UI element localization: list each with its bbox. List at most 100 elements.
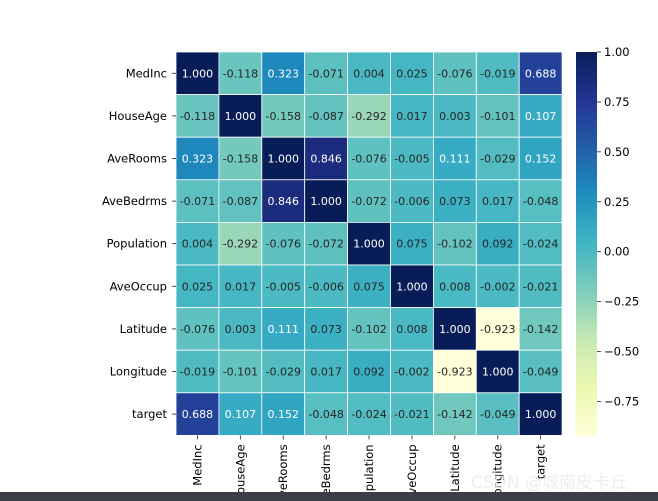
heatmap-cell [304, 264, 349, 308]
heatmap-cell-label: -0.002 [394, 366, 429, 379]
heatmap-cell [432, 349, 477, 394]
heatmap-cell [218, 307, 263, 351]
heatmap-cell [175, 349, 220, 394]
heatmap-cell [518, 179, 563, 223]
colorbar-gradient [576, 52, 597, 436]
col-label: HouseAge [233, 444, 247, 501]
row-label: AveBedrms [102, 194, 167, 208]
watermark-text: CSDN @城南皮卡丘 [471, 473, 627, 493]
colorbar-tick-label: −0.50 [604, 345, 639, 359]
heatmap-cell-label: 0.008 [396, 323, 428, 336]
heatmap-cell-label: -0.292 [351, 110, 386, 123]
heatmap-cell-label: 0.092 [353, 366, 385, 379]
row-label: HouseAge [109, 109, 167, 123]
heatmap-cell-label: -0.072 [351, 195, 386, 208]
heatmap-cell-label: -0.076 [351, 153, 386, 166]
heatmap-cell [261, 221, 306, 266]
heatmap-cell-label: 0.107 [225, 408, 257, 421]
heatmap-cell-label: -0.102 [437, 238, 472, 251]
heatmap-cell [175, 94, 220, 138]
heatmap-cell-label: -0.102 [351, 323, 386, 336]
heatmap-cell-label: 0.017 [396, 110, 428, 123]
heatmap-cell [390, 51, 434, 95]
heatmap-cell-label: -0.021 [523, 280, 558, 293]
heatmap-cell [261, 51, 306, 95]
heatmap-cell-label: -0.923 [437, 366, 472, 379]
colorbar-tick-label: 0.75 [604, 95, 630, 109]
heatmap-cell-label: 0.003 [439, 110, 471, 123]
row-label: Latitude [120, 322, 167, 336]
heatmap-cell-label: 1.000 [482, 366, 514, 379]
heatmap-cell-label: 0.004 [182, 238, 214, 251]
heatmap-cell-label: 0.688 [182, 408, 214, 421]
col-label: AveBedrms [319, 444, 333, 501]
heatmap-cell-label: 0.092 [482, 238, 514, 251]
heatmap-cell-label: -0.029 [480, 153, 515, 166]
heatmap-cell [518, 136, 563, 181]
heatmap-cell [261, 94, 306, 138]
heatmap-cell-label: 0.111 [268, 323, 300, 336]
heatmap-cell-label: -0.158 [266, 110, 301, 123]
heatmap-cell-label: 0.323 [182, 153, 214, 166]
heatmap-cell [518, 349, 563, 394]
row-label: Population [107, 237, 167, 251]
heatmap-cell-label: -0.002 [480, 280, 515, 293]
heatmap-cell-label: -0.072 [308, 238, 343, 251]
heatmap-cell [304, 392, 349, 436]
heatmap-cell [347, 94, 391, 138]
heatmap-cell [218, 136, 263, 181]
heatmap-cell-label: 0.073 [310, 323, 342, 336]
heatmap-cell [390, 264, 434, 308]
heatmap-cell [432, 221, 477, 266]
heatmap-cell [175, 264, 220, 308]
heatmap-row-labels: MedInc HouseAge AveRooms AveBedrms Populatio… [102, 66, 176, 421]
heatmap-cell [304, 136, 349, 181]
heatmap-cell-label: -0.048 [308, 408, 343, 421]
heatmap-cell-label: -0.292 [223, 238, 258, 251]
heatmap-cell [518, 221, 563, 266]
heatmap-cell [261, 349, 306, 394]
heatmap-cell-label: 0.846 [268, 195, 300, 208]
heatmap-cell [475, 94, 520, 138]
heatmap-cell [175, 136, 220, 181]
col-label: AveRooms [276, 444, 290, 501]
col-label: MedInc [190, 444, 204, 485]
heatmap-cell [304, 349, 349, 394]
heatmap-cell [390, 392, 434, 436]
heatmap-cell [347, 136, 391, 181]
heatmap-cell [261, 136, 306, 181]
bottom-status-bar [0, 492, 658, 501]
heatmap-cell [175, 392, 220, 436]
heatmap-cell-label: 1.000 [182, 67, 214, 80]
heatmap-cell-label: -0.006 [308, 280, 343, 293]
heatmap-cell-label: 0.025 [396, 67, 428, 80]
col-label: Longitude [491, 444, 505, 501]
heatmap-cell-label: -0.019 [480, 67, 515, 80]
heatmap-cell [475, 51, 520, 95]
heatmap-cell [432, 307, 477, 351]
heatmap-cell-label: 0.004 [353, 67, 385, 80]
heatmap-cell-label: -0.049 [480, 408, 515, 421]
heatmap-cell-label: -0.029 [266, 366, 301, 379]
heatmap-cell-label: -0.071 [308, 67, 343, 80]
row-label: AveRooms [107, 152, 167, 166]
heatmap-cell-label: -0.087 [308, 110, 343, 123]
heatmap-cell [218, 51, 263, 95]
heatmap-cell-label: -0.076 [437, 67, 472, 80]
heatmap-cell [218, 179, 263, 223]
heatmap-cell-label: 0.323 [268, 67, 300, 80]
heatmap-cell-label: -0.158 [223, 153, 258, 166]
row-label: Longitude [110, 365, 167, 379]
heatmap-cell-label: 0.073 [439, 195, 471, 208]
heatmap-cell-label: -0.118 [223, 67, 258, 80]
heatmap-cell-label: 1.000 [310, 195, 342, 208]
heatmap-cell-label: -0.076 [266, 238, 301, 251]
row-label: target [132, 407, 167, 421]
colorbar [576, 52, 597, 436]
heatmap-cell-label: 1.000 [268, 153, 300, 166]
heatmap-cell-label: 0.025 [182, 280, 214, 293]
heatmap-cell [347, 264, 391, 308]
heatmap-cell-label: 0.152 [525, 153, 557, 166]
heatmap-cell-label: 1.000 [353, 238, 385, 251]
